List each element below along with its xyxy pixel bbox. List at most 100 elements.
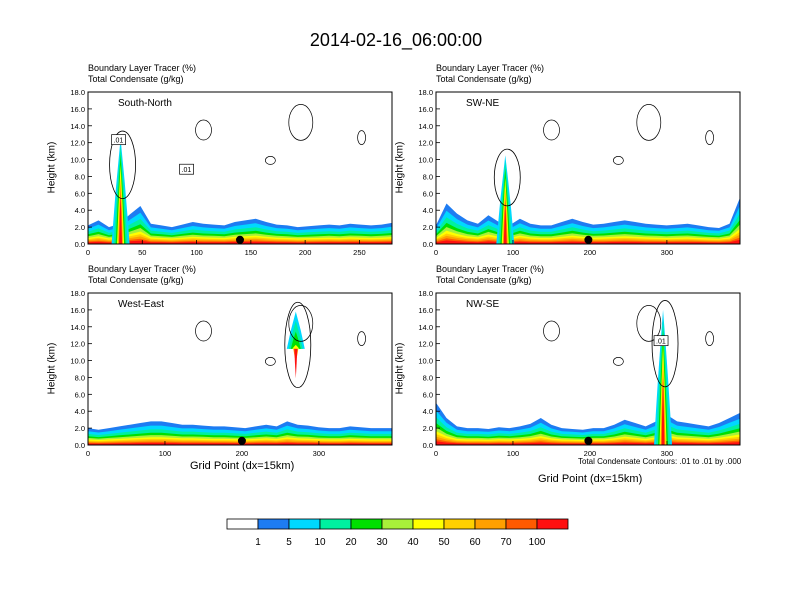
panel-label: West-East xyxy=(118,299,164,310)
y-tick-label: 14.0 xyxy=(418,122,433,131)
contour-label: .01 xyxy=(182,167,192,174)
y-tick-label: 8.0 xyxy=(75,172,85,181)
colorbar-swatch xyxy=(226,518,259,530)
subtitle-line-2: Total Condensate (g/kg) xyxy=(436,275,532,285)
y-tick-label: 12.0 xyxy=(70,340,85,349)
x-tick-label: 0 xyxy=(434,449,438,458)
colorbar-label: 40 xyxy=(407,537,419,548)
y-tick-label: 12.0 xyxy=(418,139,433,148)
condensate-contour xyxy=(613,156,624,165)
subtitle-line-2: Total Condensate (g/kg) xyxy=(88,74,184,84)
panel-subtitle: Boundary Layer Tracer (%) Total Condensat… xyxy=(88,63,196,85)
condensate-contour xyxy=(288,104,314,141)
condensate-contour xyxy=(357,331,366,346)
colorbar-label: 1 xyxy=(255,537,261,548)
y-tick-label: 2.0 xyxy=(423,424,433,433)
contour-label-box xyxy=(653,335,669,347)
plot-1: .01 .01 0.0 2.0 4.0 6.0 8.0 10.0 12.0 14.0 16.0 18.… xyxy=(70,88,393,257)
colorbar-label: 50 xyxy=(438,537,450,548)
colorbar-swatch xyxy=(350,518,383,530)
plot-3: 0.0 2.0 4.0 6.0 8.0 10.0 12.0 14.0 16.0 18.0 0 100 2… xyxy=(70,289,393,458)
plot-frame xyxy=(435,292,741,446)
colorbar-swatch xyxy=(288,518,321,530)
y-tick-label: 16.0 xyxy=(418,306,433,315)
condensate-contour xyxy=(636,305,662,342)
y-tick-label: 6.0 xyxy=(423,390,433,399)
colorbar: 1 5 10 20 30 40 50 60 70 100 xyxy=(226,518,569,548)
x-tick-label: 0 xyxy=(86,248,90,257)
main-title: 2014-02-16_06:00:00 xyxy=(309,30,483,50)
condensate-contour xyxy=(265,156,276,165)
plot-2: 0.0 2.0 4.0 6.0 8.0 10.0 12.0 14.0 16.0 18.0 0 100 2… xyxy=(418,88,741,257)
x-tick-label: 100 xyxy=(507,248,520,257)
y-tick-label: 4.0 xyxy=(423,407,433,416)
plume-shade-4 xyxy=(292,344,300,349)
panel-label: NW-SE xyxy=(466,299,499,310)
y-tick-label: 8.0 xyxy=(423,172,433,181)
y-tick-label: 14.0 xyxy=(70,122,85,131)
x-tick-label: 300 xyxy=(661,449,674,458)
x-tick-label: 300 xyxy=(313,449,326,458)
site-marker xyxy=(584,235,593,244)
condensate-contour xyxy=(613,357,624,366)
y-tick-label: 14.0 xyxy=(418,323,433,332)
colorbar-label: 20 xyxy=(345,537,357,548)
y-tick-label: 2.0 xyxy=(75,424,85,433)
colorbar-swatch xyxy=(257,518,290,530)
panel-subtitle: Boundary Layer Tracer (%) Total Condensat… xyxy=(436,63,544,85)
colorbar-swatch xyxy=(505,518,538,530)
y-tick-label: 8.0 xyxy=(423,373,433,382)
condensate-contour xyxy=(265,357,276,366)
x-axis-label-right: Grid Point (dx=15km) xyxy=(538,473,643,485)
y-tick-label: 0.0 xyxy=(423,441,433,450)
y-tick-label: 18.0 xyxy=(418,289,433,298)
plot-frame xyxy=(87,292,393,446)
colorbar-label: 10 xyxy=(314,537,326,548)
contour-label: .01 xyxy=(114,138,124,145)
subtitle-line-2: Total Condensate (g/kg) xyxy=(88,275,184,285)
y-tick-label: 10.0 xyxy=(70,357,85,366)
plume-shade-6 xyxy=(294,348,298,379)
condensate-contour xyxy=(651,300,679,388)
y-tick-label: 6.0 xyxy=(75,390,85,399)
y-tick-label: 16.0 xyxy=(70,105,85,114)
colorbar-label: 60 xyxy=(469,537,481,548)
colorbar-swatch xyxy=(381,518,414,530)
plot-background xyxy=(88,293,392,445)
colorbar-label: 5 xyxy=(286,537,292,548)
subtitle-line-1: Boundary Layer Tracer (%) xyxy=(436,63,545,73)
y-tick-label: 18.0 xyxy=(70,289,85,298)
x-tick-label: 200 xyxy=(584,449,597,458)
colorbar-swatch xyxy=(412,518,445,530)
y-tick-label: 4.0 xyxy=(423,206,433,215)
colorbar-swatch xyxy=(319,518,352,530)
subtitle-line-1: Boundary Layer Tracer (%) xyxy=(88,264,197,274)
panel-subtitle: Boundary Layer Tracer (%) Total Condensat… xyxy=(436,264,544,286)
condensate-contour xyxy=(109,130,136,200)
condensate-contour xyxy=(288,305,314,342)
subtitle-line-1: Boundary Layer Tracer (%) xyxy=(88,63,197,73)
y-tick-label: 2.0 xyxy=(423,223,433,232)
plume-shade-3 xyxy=(290,331,301,349)
site-marker xyxy=(236,235,244,244)
y-tick-label: 16.0 xyxy=(70,306,85,315)
y-tick-label: 12.0 xyxy=(418,340,433,349)
contour-label-box xyxy=(111,134,126,146)
x-tick-label: 200 xyxy=(584,248,597,257)
plot-background xyxy=(436,293,740,445)
x-tick-label: 300 xyxy=(661,248,674,257)
x-tick-label: 100 xyxy=(190,248,203,257)
y-tick-label: 2.0 xyxy=(75,223,85,232)
plot-frame xyxy=(435,91,741,245)
plot-4: .01 0.0 2.0 4.0 6.0 8.0 10.0 12.0 14.0 16.0 18.0 0 1… xyxy=(418,289,741,458)
plume-shade-6 xyxy=(503,199,507,244)
x-tick-label: 250 xyxy=(353,248,366,257)
x-tick-label: 200 xyxy=(299,248,312,257)
contour-label-box xyxy=(179,163,194,175)
x-tick-label: 0 xyxy=(434,248,438,257)
condensate-contour xyxy=(195,320,212,342)
colorbar-swatch xyxy=(536,518,569,530)
site-marker xyxy=(237,436,246,445)
condensate-contour xyxy=(284,301,312,389)
x-tick-label: 100 xyxy=(507,449,520,458)
